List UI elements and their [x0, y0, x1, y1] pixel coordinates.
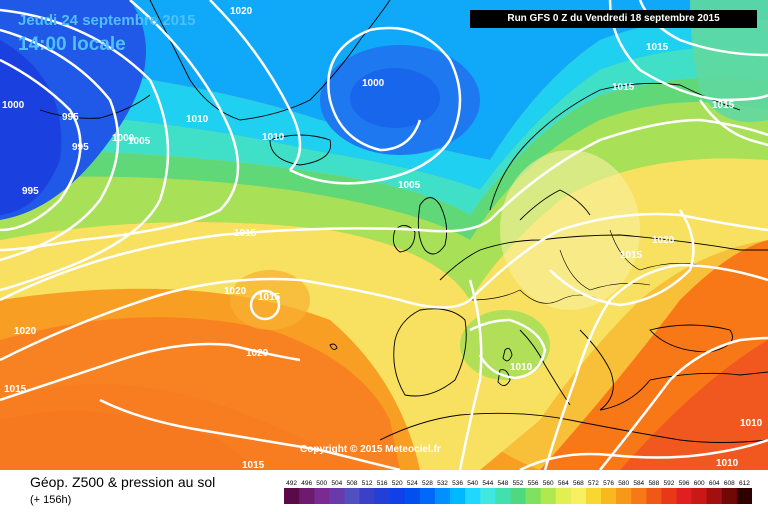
scale-swatch [404, 488, 421, 504]
isobar-label: 1005 [398, 180, 421, 191]
scale-label: 504 [331, 480, 342, 487]
scale-swatch [721, 488, 738, 504]
isobar-label: 1000 [112, 133, 135, 144]
isobar-label: 1020 [14, 326, 37, 337]
scale-swatch [359, 488, 376, 504]
isobar-label: 995 [62, 112, 79, 123]
scale-label: 540 [467, 480, 478, 487]
scale-label: 524 [407, 480, 418, 487]
scale-label: 564 [558, 480, 569, 487]
scale-swatch [419, 488, 436, 504]
scale-label: 532 [437, 480, 448, 487]
isobar-label: 1015 [620, 250, 643, 261]
scale-swatch [314, 488, 330, 504]
isobar-label: 1015 [234, 228, 257, 239]
isobar-label: 1005 [128, 136, 151, 147]
scale-swatch [284, 488, 300, 504]
isobar-label: 995 [72, 142, 89, 153]
scale-label: 556 [528, 480, 539, 487]
forecast-date: Jeudi 24 septembre 2015 [18, 12, 196, 29]
isobar-label: 1010 [716, 458, 739, 469]
scale-swatch [389, 488, 406, 504]
isobar-label: 1015 [712, 100, 735, 111]
scale-swatch [434, 488, 451, 504]
scale-swatch [344, 488, 360, 504]
isobar-label: 1020 [246, 348, 269, 359]
scale-label: 548 [497, 480, 508, 487]
scale-swatch [480, 488, 496, 504]
scale-label: 492 [286, 480, 297, 487]
scale-label: 588 [648, 480, 659, 487]
isobar-label: 1000 [362, 78, 385, 89]
copyright: Copyright © 2015 Meteociel.fr [300, 444, 441, 455]
scale-label: 520 [392, 480, 403, 487]
isobar-label: 1020 [224, 286, 247, 297]
isobar-label: 1015 [612, 82, 635, 93]
scale-swatch [329, 488, 345, 504]
isobar-label: 1020 [652, 235, 675, 246]
scale-label: 512 [362, 480, 373, 487]
scale-label: 560 [543, 480, 554, 487]
scale-swatch [465, 488, 481, 504]
isobar-label: 995 [22, 186, 39, 197]
scale-label: 584 [633, 480, 644, 487]
scale-label: 604 [709, 480, 720, 487]
scale-swatch [495, 488, 511, 504]
scale-swatch [570, 488, 587, 504]
scale-label: 544 [482, 480, 493, 487]
scale-swatch [525, 488, 542, 504]
scale-swatch [661, 488, 678, 504]
scale-swatch [646, 488, 662, 504]
isobar-label: 1010 [186, 114, 209, 125]
scale-label: 552 [513, 480, 524, 487]
scale-swatch [676, 488, 693, 504]
chart-title: Géop. Z500 & pression au sol [30, 474, 216, 490]
scale-swatch [706, 488, 723, 504]
scale-swatch [631, 488, 647, 504]
scale-label: 608 [724, 480, 735, 487]
isobar-label: 1000 [2, 100, 25, 111]
color-scale: 492 496 500 504 508 512 516 520 524 528 532 536 540 5… [284, 480, 752, 504]
scale-swatch [555, 488, 572, 504]
scale-label: 500 [316, 480, 327, 487]
scale-label: 596 [679, 480, 690, 487]
isobar-label: 1010 [510, 362, 533, 373]
scale-swatch [299, 488, 315, 504]
model-run-label: Run GFS 0 Z du Vendredi 18 septembre 201… [470, 10, 757, 28]
scale-label: 568 [573, 480, 584, 487]
scale-label: 592 [664, 480, 675, 487]
scale-label: 508 [347, 480, 358, 487]
scale-label: 572 [588, 480, 599, 487]
scale-swatch [450, 488, 466, 504]
scale-label: 516 [377, 480, 388, 487]
scale-swatch [540, 488, 557, 504]
scale-swatch [374, 488, 391, 504]
forecast-offset: (+ 156h) [30, 494, 72, 506]
scale-swatch [585, 488, 602, 504]
weather-map: 1000995995995100010051010101010001005101… [0, 0, 768, 470]
forecast-local-time: 14:00 locale [18, 34, 126, 55]
scale-label: 536 [452, 480, 463, 487]
isobar-label: 1015 [4, 384, 27, 395]
scale-label: 528 [422, 480, 433, 487]
scale-swatch [510, 488, 527, 504]
scale-label: 580 [618, 480, 629, 487]
isobar-label: 1015 [258, 292, 281, 303]
scale-label: 576 [603, 480, 614, 487]
isobar-label: 1020 [230, 6, 253, 17]
scale-swatch [601, 488, 617, 504]
scale-label: 612 [739, 480, 750, 487]
scale-swatch [736, 488, 752, 504]
scale-swatch [691, 488, 708, 504]
scale-swatch [616, 488, 632, 504]
isobar-label: 1010 [262, 132, 285, 143]
isobar-label: 1015 [646, 42, 669, 53]
isobar-label: 1015 [242, 460, 265, 470]
scale-label: 600 [694, 480, 705, 487]
scale-label: 496 [301, 480, 312, 487]
isobar-label: 1010 [740, 418, 763, 429]
